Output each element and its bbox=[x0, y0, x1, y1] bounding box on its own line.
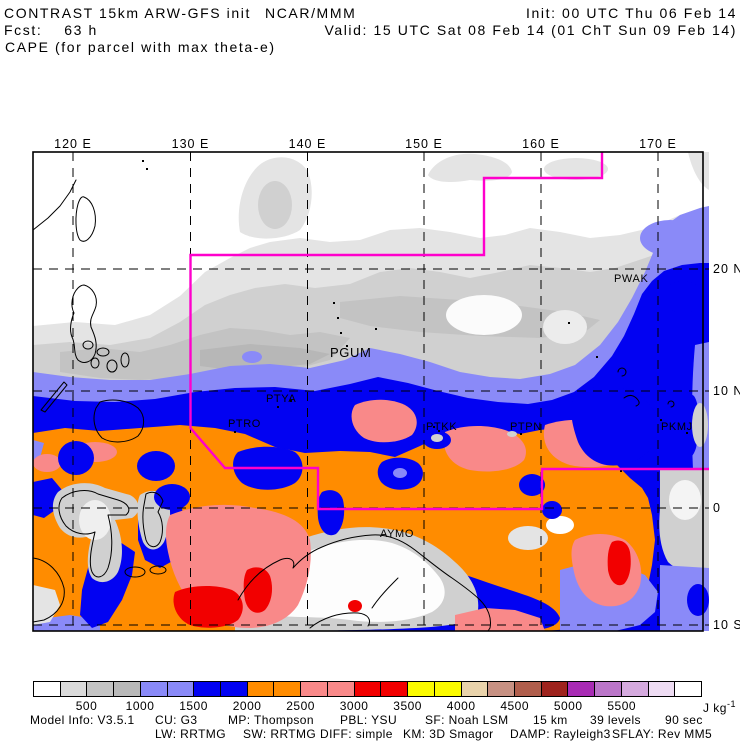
colorbar-cell bbox=[434, 682, 462, 696]
sw-scheme: SW: RRTMG bbox=[243, 727, 317, 741]
colorbar-tick-label: 5500 bbox=[607, 699, 637, 713]
lw-scheme: LW: RRTMG bbox=[155, 727, 226, 741]
colorbar-cell bbox=[408, 682, 435, 696]
station-ptpn: PTPN bbox=[510, 421, 542, 433]
colorbar-cell bbox=[621, 682, 649, 696]
colorbar-ticks: 500 1000 1500 2000 2500 3000 3500 4000 4500 5000 5… bbox=[0, 699, 740, 713]
map-frame bbox=[32, 151, 704, 632]
colorbar-tick-label: 4000 bbox=[446, 699, 476, 713]
colorbar-tick-label: 3000 bbox=[339, 699, 369, 713]
colorbar-cell bbox=[194, 682, 222, 696]
colorbar-cell bbox=[140, 682, 168, 696]
colorbar-cell bbox=[247, 682, 275, 696]
lon-tick-label: 140 E bbox=[289, 137, 327, 151]
station-labels: PWAK PGUM PTYA PTRO PTKK PTPN PKMJ AYMO bbox=[228, 273, 693, 540]
colorbar-cell bbox=[34, 682, 61, 696]
latitude-axis: 20 N 10 N 0 10 S bbox=[713, 262, 740, 632]
colorbar bbox=[33, 681, 702, 697]
station-ptro: PTRO bbox=[228, 418, 261, 430]
model-title: CONTRAST 15km ARW-GFS init bbox=[4, 5, 251, 21]
station-aymo: AYMO bbox=[380, 528, 414, 540]
lon-tick-label: 170 E bbox=[639, 137, 677, 151]
colorbar-cell bbox=[541, 682, 569, 696]
lon-tick-label: 130 E bbox=[172, 137, 210, 151]
colorbar-cell bbox=[327, 682, 355, 696]
colorbar-tick-label: 3500 bbox=[393, 699, 422, 713]
org-label: NCAR/MMM bbox=[265, 5, 357, 21]
colorbar-tick-label: 2000 bbox=[232, 699, 262, 713]
cape-shaded-field bbox=[33, 152, 709, 631]
level-count: 39 levels bbox=[590, 713, 641, 727]
coastlines bbox=[33, 179, 675, 631]
colorbar-cell bbox=[167, 682, 195, 696]
colorbar-cell bbox=[381, 682, 409, 696]
colorbar-cell bbox=[60, 682, 88, 696]
station-ptya: PTYA bbox=[266, 393, 296, 405]
colorbar-tick-label: 500 bbox=[75, 699, 98, 713]
station-pkmj: PKMJ bbox=[661, 421, 693, 433]
diff-scheme: DIFF: simple bbox=[320, 727, 393, 741]
colorbar-unit: J kg-1 bbox=[703, 699, 736, 715]
unit-exponent: -1 bbox=[726, 699, 736, 709]
colorbar-cell bbox=[675, 682, 701, 696]
sf-scheme: SF: Noah LSM bbox=[425, 713, 509, 727]
colorbar-cell bbox=[301, 682, 328, 696]
lat-tick-label: 10 N bbox=[713, 384, 740, 398]
station-pgum: PGUM bbox=[330, 345, 371, 360]
map-plot: PWAK PGUM PTYA PTRO PTKK PTPN PKMJ AYMO … bbox=[32, 137, 740, 632]
station-ptkk: PTKK bbox=[426, 421, 457, 433]
colorbar-cell bbox=[568, 682, 596, 696]
lon-tick-label: 150 E bbox=[405, 137, 443, 151]
lat-tick-label: 10 S bbox=[713, 618, 740, 632]
model-version: Model Info: V3.5.1 bbox=[30, 713, 135, 727]
time-step: 90 sec bbox=[665, 713, 703, 727]
lat-tick-label: 0 bbox=[713, 501, 721, 515]
colorbar-cell bbox=[488, 682, 515, 696]
sflay-scheme: SFLAY: Rev MM5 bbox=[612, 727, 713, 741]
grid-spacing: 15 km bbox=[533, 713, 568, 727]
pbl-scheme: PBL: YSU bbox=[340, 713, 398, 727]
domain-boundary bbox=[189, 152, 709, 511]
colorbar-tick-label: 2500 bbox=[286, 699, 315, 713]
colorbar-cell bbox=[354, 682, 382, 696]
lon-tick-label: 160 E bbox=[522, 137, 560, 151]
station-pwak: PWAK bbox=[614, 273, 648, 285]
forecast-hour: Fcst: 63 h bbox=[4, 22, 98, 38]
colorbar-cell bbox=[514, 682, 542, 696]
colorbar-cell bbox=[274, 682, 302, 696]
colorbar-tick-label: 1000 bbox=[125, 699, 155, 713]
colorbar-cell bbox=[461, 682, 489, 696]
mp-scheme: MP: Thompson bbox=[228, 713, 314, 727]
colorbar-cell bbox=[114, 682, 141, 696]
lon-tick-label: 120 E bbox=[54, 137, 92, 151]
island-dots bbox=[142, 160, 688, 472]
colorbar-cell bbox=[221, 682, 248, 696]
valid-time: Valid: 15 UTC Sat 08 Feb 14 (01 ChT Sun … bbox=[324, 22, 737, 38]
colorbar-cell bbox=[87, 682, 115, 696]
colorbar-tick-label: 1500 bbox=[179, 699, 208, 713]
damp-scheme: DAMP: Rayleigh3 bbox=[510, 727, 611, 741]
colorbar-tick-label: 4500 bbox=[500, 699, 530, 713]
field-title: CAPE (for parcel with max theta-e) bbox=[5, 39, 276, 55]
km-scheme: KM: 3D Smagor bbox=[403, 727, 494, 741]
unit-base: J kg bbox=[702, 701, 727, 715]
lat-tick-label: 20 N bbox=[713, 262, 740, 276]
colorbar-cell bbox=[595, 682, 622, 696]
longitude-axis: 120 E 130 E 140 E 150 E 160 E 170 E bbox=[54, 137, 677, 151]
init-time: Init: 00 UTC Thu 06 Feb 14 bbox=[526, 5, 737, 21]
colorbar-cell bbox=[648, 682, 676, 696]
cu-scheme: CU: G3 bbox=[155, 713, 198, 727]
colorbar-tick-label: 5000 bbox=[553, 699, 583, 713]
